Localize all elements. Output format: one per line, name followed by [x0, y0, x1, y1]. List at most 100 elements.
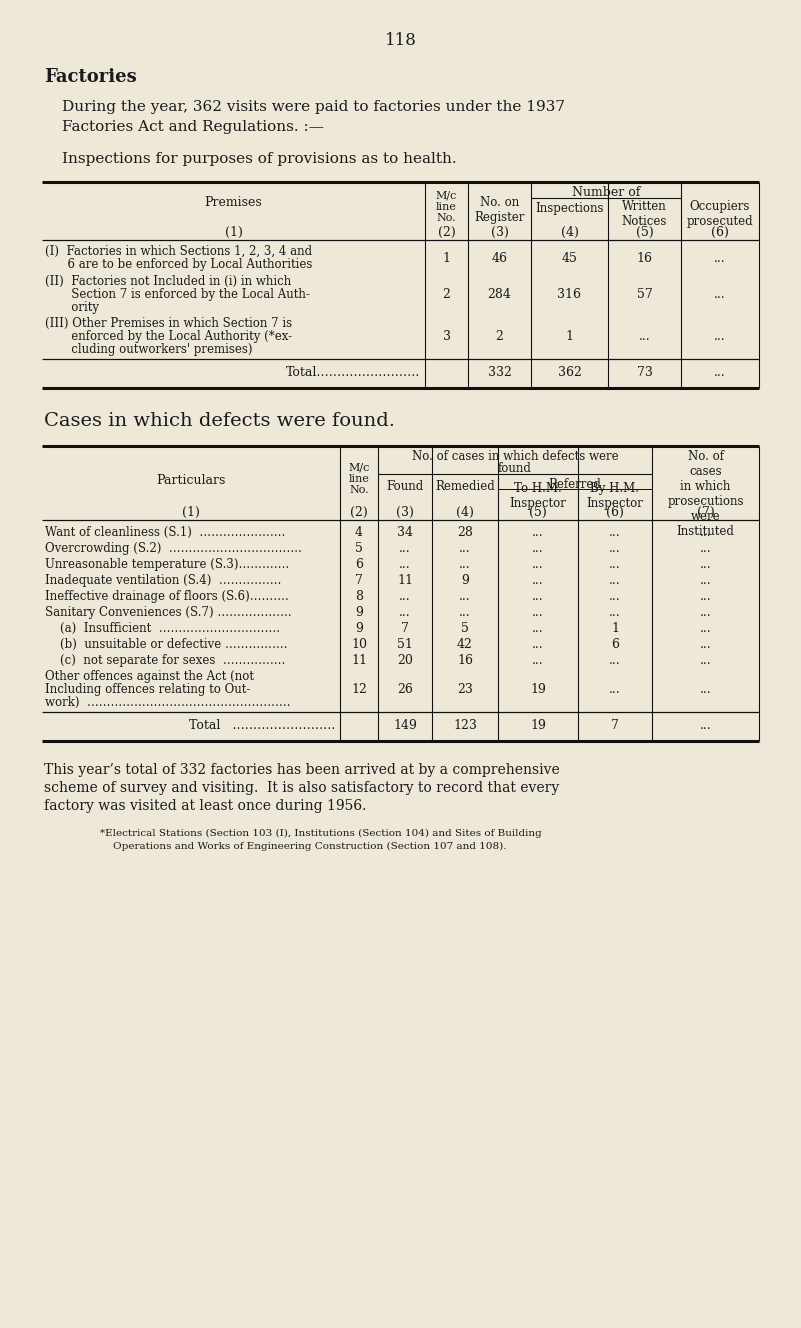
- Text: 9: 9: [461, 574, 469, 587]
- Text: ...: ...: [700, 526, 711, 539]
- Text: No. of cases in which defects were: No. of cases in which defects were: [412, 450, 618, 463]
- Text: 9: 9: [355, 606, 363, 619]
- Text: ...: ...: [638, 329, 650, 343]
- Text: 1: 1: [442, 252, 450, 266]
- Text: ...: ...: [532, 606, 544, 619]
- Text: ...: ...: [700, 574, 711, 587]
- Text: ...: ...: [459, 590, 471, 603]
- Text: 19: 19: [530, 718, 546, 732]
- Text: 4: 4: [355, 526, 363, 539]
- Text: work)  …………………………………………….: work) …………………………………………….: [45, 696, 291, 709]
- Text: (7): (7): [697, 506, 714, 519]
- Text: 6: 6: [611, 637, 619, 651]
- Text: ...: ...: [610, 683, 621, 696]
- Text: ...: ...: [700, 590, 711, 603]
- Text: 26: 26: [397, 683, 413, 696]
- Text: 57: 57: [637, 288, 652, 301]
- Text: (2): (2): [437, 226, 456, 239]
- Text: Inspections for purposes of provisions as to health.: Inspections for purposes of provisions a…: [62, 151, 457, 166]
- Text: ...: ...: [532, 622, 544, 635]
- Text: ority: ority: [45, 301, 99, 313]
- Text: Including offences relating to Out-: Including offences relating to Out-: [45, 683, 251, 696]
- Text: Written
Notices: Written Notices: [622, 201, 667, 228]
- Text: Inadequate ventilation (S.4)  …………….: Inadequate ventilation (S.4) …………….: [45, 574, 281, 587]
- Text: 149: 149: [393, 718, 417, 732]
- Text: ...: ...: [714, 367, 726, 378]
- Text: 8: 8: [355, 590, 363, 603]
- Text: (6): (6): [711, 226, 729, 239]
- Text: 7: 7: [401, 622, 409, 635]
- Text: 6 are to be enforced by Local Authorities: 6 are to be enforced by Local Authoritie…: [45, 258, 312, 271]
- Text: ...: ...: [610, 574, 621, 587]
- Text: 5: 5: [355, 542, 363, 555]
- Text: 6: 6: [355, 558, 363, 571]
- Text: Section 7 is enforced by the Local Auth-: Section 7 is enforced by the Local Auth-: [45, 288, 310, 301]
- Text: ...: ...: [610, 590, 621, 603]
- Text: 362: 362: [557, 367, 582, 378]
- Text: ...: ...: [700, 683, 711, 696]
- Text: ...: ...: [610, 606, 621, 619]
- Text: 332: 332: [488, 367, 511, 378]
- Text: 1: 1: [611, 622, 619, 635]
- Text: 42: 42: [457, 637, 473, 651]
- Text: ...: ...: [532, 637, 544, 651]
- Text: 1: 1: [566, 329, 574, 343]
- Text: 16: 16: [637, 252, 653, 266]
- Text: (4): (4): [561, 226, 578, 239]
- Text: ...: ...: [700, 542, 711, 555]
- Text: Ineffective drainage of floors (S.6)……….: Ineffective drainage of floors (S.6)……….: [45, 590, 288, 603]
- Text: ...: ...: [532, 558, 544, 571]
- Text: Overcrowding (S.2)  …………………………….: Overcrowding (S.2) …………………………….: [45, 542, 302, 555]
- Text: Inspections: Inspections: [535, 202, 604, 215]
- Text: 10: 10: [351, 637, 367, 651]
- Text: ...: ...: [459, 606, 471, 619]
- Text: 118: 118: [384, 32, 417, 49]
- Text: Unreasonable temperature (S.3)………….: Unreasonable temperature (S.3)………….: [45, 558, 289, 571]
- Text: (c)  not separate for sexes  …………….: (c) not separate for sexes …………….: [45, 653, 285, 667]
- Text: ...: ...: [532, 526, 544, 539]
- Text: (2): (2): [350, 506, 368, 519]
- Text: ...: ...: [532, 574, 544, 587]
- Text: (a)  Insufficient  ………………………….: (a) Insufficient ………………………….: [45, 622, 280, 635]
- Text: ...: ...: [714, 252, 726, 266]
- Text: ...: ...: [700, 622, 711, 635]
- Text: Particulars: Particulars: [156, 474, 226, 487]
- Text: ...: ...: [532, 653, 544, 667]
- Text: 7: 7: [611, 718, 619, 732]
- Text: Remedied: Remedied: [435, 479, 495, 493]
- Text: Number of: Number of: [572, 186, 640, 199]
- Text: (1): (1): [182, 506, 200, 519]
- Text: 316: 316: [557, 288, 582, 301]
- Text: 11: 11: [397, 574, 413, 587]
- Text: 51: 51: [397, 637, 413, 651]
- Text: ...: ...: [700, 653, 711, 667]
- Text: Operations and Works of Engineering Construction (Section 107 and 108).: Operations and Works of Engineering Cons…: [100, 842, 506, 851]
- Text: ...: ...: [610, 526, 621, 539]
- Text: 16: 16: [457, 653, 473, 667]
- Text: Referred: Referred: [549, 478, 602, 491]
- Text: (III) Other Premises in which Section 7 is: (III) Other Premises in which Section 7 …: [45, 317, 292, 329]
- Text: ...: ...: [610, 542, 621, 555]
- Text: No. on
Register: No. on Register: [474, 197, 525, 224]
- Text: cluding outworkers' premises): cluding outworkers' premises): [45, 343, 252, 356]
- Text: 20: 20: [397, 653, 413, 667]
- Text: (b)  unsuitable or defective …………….: (b) unsuitable or defective …………….: [45, 637, 288, 651]
- Text: This year’s total of 332 factories has been arrived at by a comprehensive: This year’s total of 332 factories has b…: [44, 764, 560, 777]
- Text: (5): (5): [529, 506, 547, 519]
- Text: 284: 284: [488, 288, 511, 301]
- Text: (4): (4): [456, 506, 474, 519]
- Text: (I)  Factories in which Sections 1, 2, 3, 4 and: (I) Factories in which Sections 1, 2, 3,…: [45, 244, 312, 258]
- Text: Occupiers
prosecuted: Occupiers prosecuted: [686, 201, 753, 228]
- Text: (6): (6): [606, 506, 624, 519]
- Text: Factories Act and Regulations. :—: Factories Act and Regulations. :—: [62, 120, 324, 134]
- Text: Premises: Premises: [204, 197, 263, 208]
- Text: ...: ...: [714, 288, 726, 301]
- Text: 12: 12: [351, 683, 367, 696]
- Text: Other offences against the Act (not: Other offences against the Act (not: [45, 671, 254, 683]
- Text: (3): (3): [490, 226, 509, 239]
- Text: Sanitary Conveniences (S.7) ……………….: Sanitary Conveniences (S.7) ……………….: [45, 606, 292, 619]
- Text: Found: Found: [386, 479, 424, 493]
- Text: 23: 23: [457, 683, 473, 696]
- Text: ...: ...: [532, 542, 544, 555]
- Text: ...: ...: [700, 718, 711, 732]
